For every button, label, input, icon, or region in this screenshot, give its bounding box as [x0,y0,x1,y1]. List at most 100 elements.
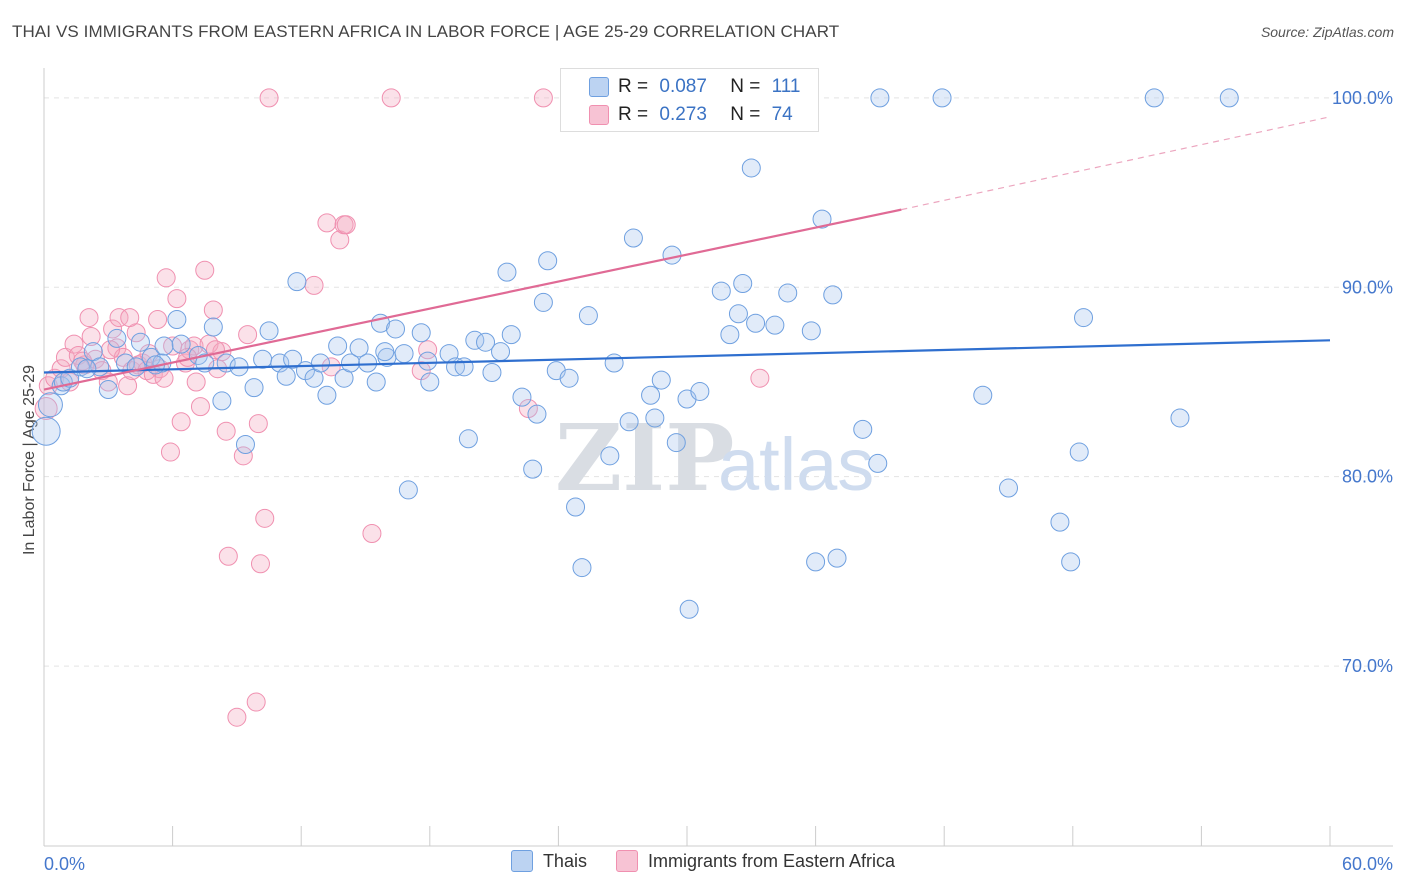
thais-point [973,385,993,405]
immigrants-point [156,268,176,288]
y-tick-label-70: 70.0% [1342,656,1393,676]
thais-point [107,328,127,348]
thais-point [37,392,63,418]
trend-line-thais [43,339,1331,374]
thais-point [523,459,543,479]
thais-point [619,412,639,432]
thais-point [733,273,753,293]
thais-point [31,416,61,446]
thais-point [276,366,296,386]
immigrants-point [227,707,247,727]
thais-point [235,434,255,454]
thais-point [662,245,682,265]
thais-point [806,552,826,572]
y-tick-labels: 70.0% 80.0% 90.0% 100.0% [1332,88,1393,676]
thais-point [801,321,821,341]
thais-point [999,478,1018,498]
immigrants-point [533,88,553,108]
immigrants-point [259,88,279,108]
trend-line-immigrants-extension [901,116,1331,211]
thais-point [868,453,888,473]
n-label: N = [730,104,761,125]
thais-point [527,404,547,424]
n-label: N = [730,76,761,97]
thais-point [572,558,592,578]
immigrants-point [203,300,223,320]
immigrants-point [81,327,101,347]
immigrants-point [160,442,180,462]
legend-label-thais: Thais [542,850,587,871]
thais-point [1219,88,1239,108]
thais-point [651,370,671,390]
chart-legend: Thais Immigrants from Eastern Africa [0,850,1406,877]
thais-point [358,353,378,373]
legend-swatch-immigrants [615,850,638,872]
immigrants-point [418,340,438,360]
immigrants-point [246,692,266,712]
thais-point [1061,552,1081,572]
thais-point [690,381,710,401]
immigrants-point [317,213,337,233]
immigrants-point [362,523,382,543]
thais-point [746,313,766,333]
thais-point [533,292,553,312]
thais-point [77,359,97,379]
thais-point [418,351,438,371]
thais-point [476,332,496,352]
thais-point [167,309,187,329]
thais-point [641,385,661,405]
thais-point [497,262,517,282]
y-tick-label-100: 100.0% [1332,88,1393,108]
thais-point [870,88,890,108]
thais-point [287,272,307,292]
immigrants-point [64,334,84,354]
thais-point [328,336,348,356]
immigrants-point [79,308,99,328]
immigrants-point [304,275,324,295]
r-label: R = [618,104,649,125]
x-tick-label-max: 60.0% [1342,854,1393,874]
legend-swatch-thais [510,850,533,872]
thais-point [317,385,337,405]
chart-title: THAI VS IMMIGRANTS FROM EASTERN AFRICA I… [12,22,840,41]
thais-point [1170,408,1190,428]
thais-point [491,342,511,362]
stats-swatch-immigrants [589,105,609,125]
immigrants-point [109,308,129,328]
n-value-thais: 111 [771,76,801,97]
legend-item-thais[interactable]: Thais [510,850,587,872]
legend-item-immigrants[interactable]: Immigrants from Eastern Africa [615,850,895,872]
immigrants-point [195,260,215,280]
y-tick-label-90: 90.0% [1342,277,1393,297]
thais-point [1050,512,1070,532]
thais-point [454,357,474,377]
thais-point [666,433,686,453]
immigrants-point [750,368,770,388]
immigrants-point [216,421,236,441]
thais-point [482,363,502,383]
thais-point [679,599,699,619]
thais-point [340,353,360,373]
thais-point [645,408,665,428]
thais-point [375,342,395,362]
thais-point [711,281,731,301]
immigrants-point [118,376,138,396]
immigrants-point [321,357,341,377]
stats-swatch-thais [589,77,609,97]
thais-point [171,334,191,354]
correlation-stats-box: R = 0.087 N = 111 R = 0.273 N = 74 [560,68,819,132]
thais-point [386,319,406,339]
n-value-immigrants: 74 [771,104,793,125]
immigrants-point [190,397,210,417]
thais-point [600,446,620,466]
thais-point [394,344,414,364]
thais-point [823,285,843,305]
thais-point [366,372,386,392]
thais-point [1074,308,1094,328]
thais-point [411,323,431,343]
thais-point [98,380,118,400]
thais-point [349,338,369,358]
thais-point [253,349,273,369]
source-label: Source: ZipAtlas.com [1260,24,1394,40]
thais-point [420,372,440,392]
